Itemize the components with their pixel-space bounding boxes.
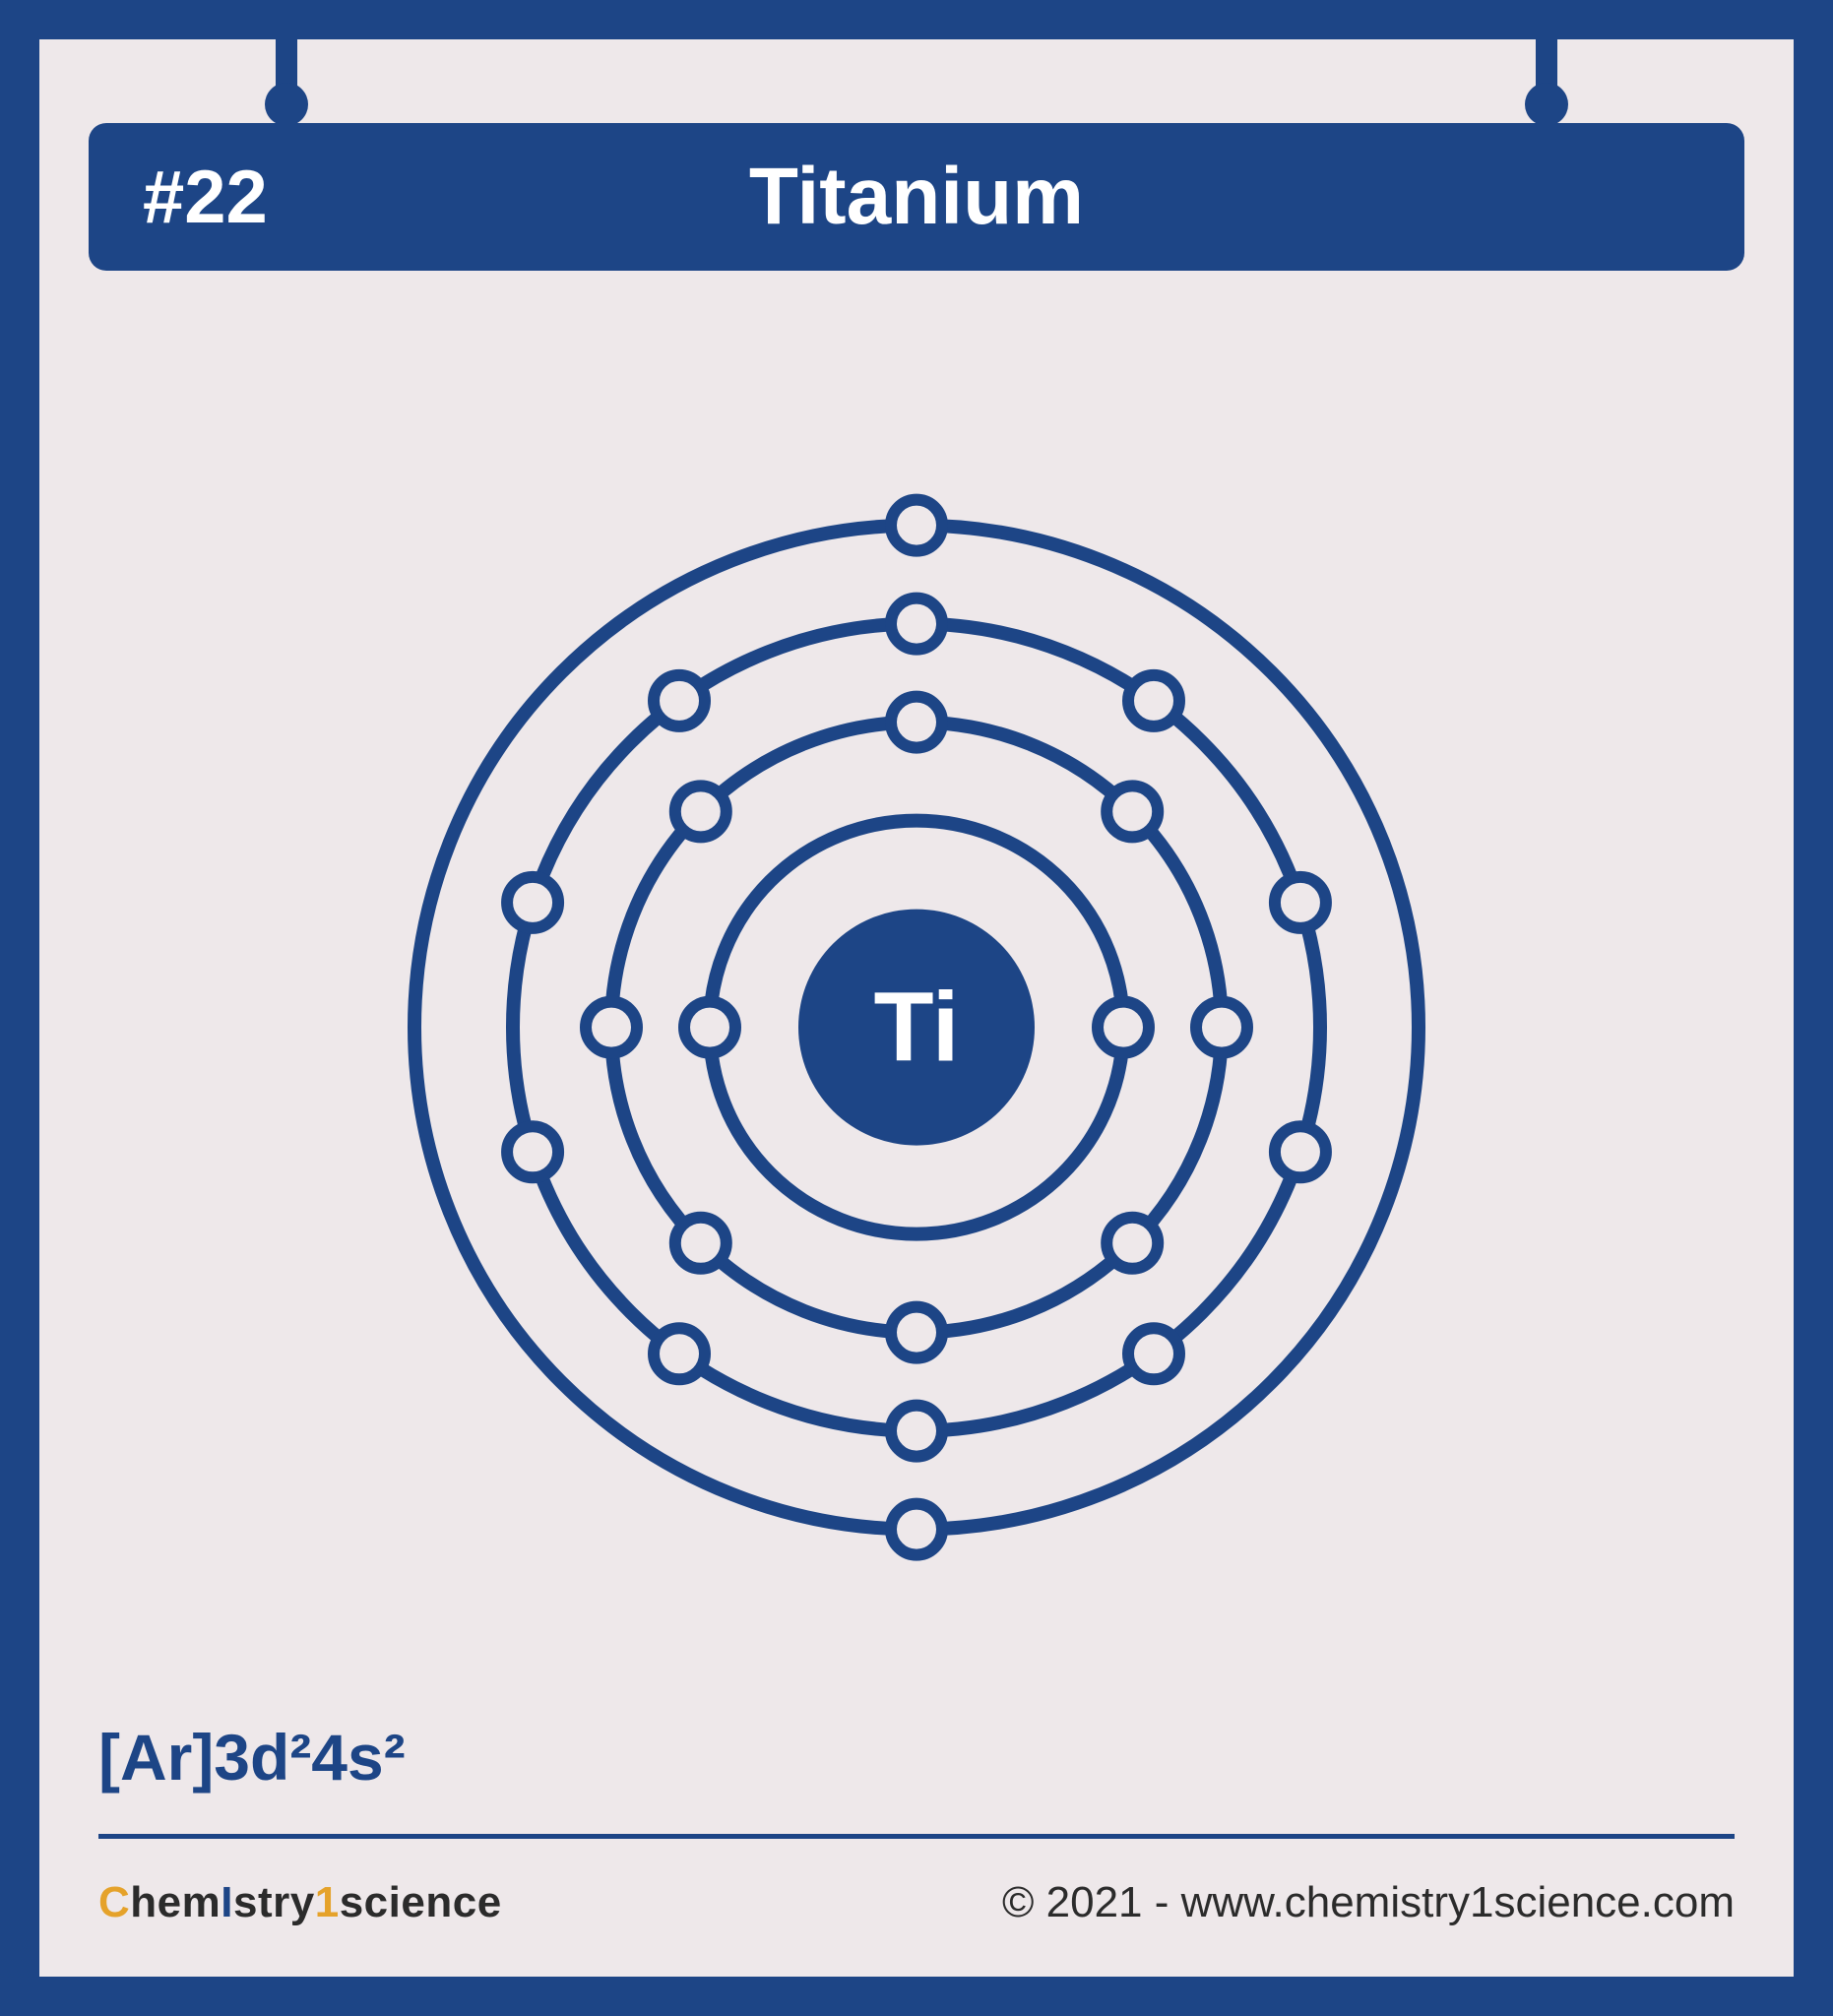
brand-logo: ChemIstry1science [98, 1878, 502, 1927]
electron-shell2-2 [1106, 786, 1158, 837]
electron-shell2-8 [675, 786, 727, 837]
bohr-diagram: Ti [375, 486, 1458, 1574]
element-name: Titanium [749, 151, 1084, 243]
electron-shell3-2 [1128, 675, 1179, 726]
electron-shell2-6 [675, 1218, 727, 1269]
brand-science: science [340, 1878, 502, 1926]
copyright: © 2021 - www.chemistry1science.com [1002, 1878, 1735, 1927]
brand-one: 1 [315, 1878, 340, 1926]
hanger-left [276, 39, 297, 108]
electron-shell3-7 [654, 1328, 705, 1379]
electron-shell4-1 [891, 500, 942, 551]
electron-shell3-4 [1275, 1126, 1326, 1177]
electron-shell3-3 [1275, 877, 1326, 928]
brand-c: C [98, 1878, 130, 1926]
electron-shell2-3 [1196, 1002, 1247, 1053]
electron-shell4-2 [891, 1504, 942, 1555]
electron-shell1-2 [684, 1002, 735, 1053]
electron-shell3-1 [891, 598, 942, 650]
brand-i: I [221, 1878, 233, 1926]
atomic-number: #22 [89, 155, 268, 240]
electron-shell3-5 [1128, 1328, 1179, 1379]
electron-shell2-5 [891, 1307, 942, 1358]
title-bar: #22 Titanium [89, 123, 1744, 271]
electron-config: [Ar]3d²4s² [98, 1720, 406, 1795]
electron-shell3-8 [507, 1126, 558, 1177]
electron-shell3-6 [891, 1406, 942, 1457]
electron-shell2-7 [586, 1002, 637, 1053]
hanger-right [1536, 39, 1557, 108]
brand-stry: stry [233, 1878, 315, 1926]
element-symbol: Ti [873, 973, 959, 1083]
electron-shell2-1 [891, 697, 942, 748]
atom-svg: Ti [375, 486, 1458, 1569]
brand-hem: hem [130, 1878, 221, 1926]
element-card: #22 Titanium Ti [Ar]3d²4s² ChemIstry1sci… [0, 0, 1833, 2016]
electron-shell1-1 [1098, 1002, 1149, 1053]
electron-shell3-9 [507, 877, 558, 928]
divider-line [98, 1834, 1735, 1839]
footer: ChemIstry1science © 2021 - www.chemistry… [98, 1878, 1735, 1927]
electron-shell3-10 [654, 675, 705, 726]
electron-shell2-4 [1106, 1218, 1158, 1269]
